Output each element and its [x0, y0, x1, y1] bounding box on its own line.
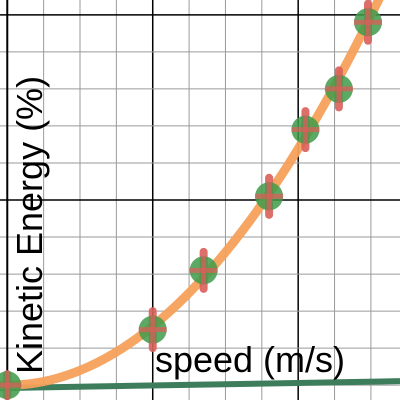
data-point — [189, 247, 218, 293]
data-point — [324, 66, 353, 112]
data-point — [354, 0, 382, 45]
data-point — [255, 173, 284, 219]
data-point — [291, 107, 320, 153]
data-point — [0, 370, 22, 400]
data-points-layer — [0, 0, 382, 400]
baseline-series-line — [0, 378, 400, 392]
y-axis-label: Kinetic Energy (%) — [9, 76, 50, 374]
fit-curve — [0, 0, 384, 390]
x-axis-label: speed (m/s) — [155, 339, 345, 380]
data-point — [138, 307, 167, 353]
labels-layer: speed (m/s) Kinetic Energy (%) — [9, 76, 345, 380]
